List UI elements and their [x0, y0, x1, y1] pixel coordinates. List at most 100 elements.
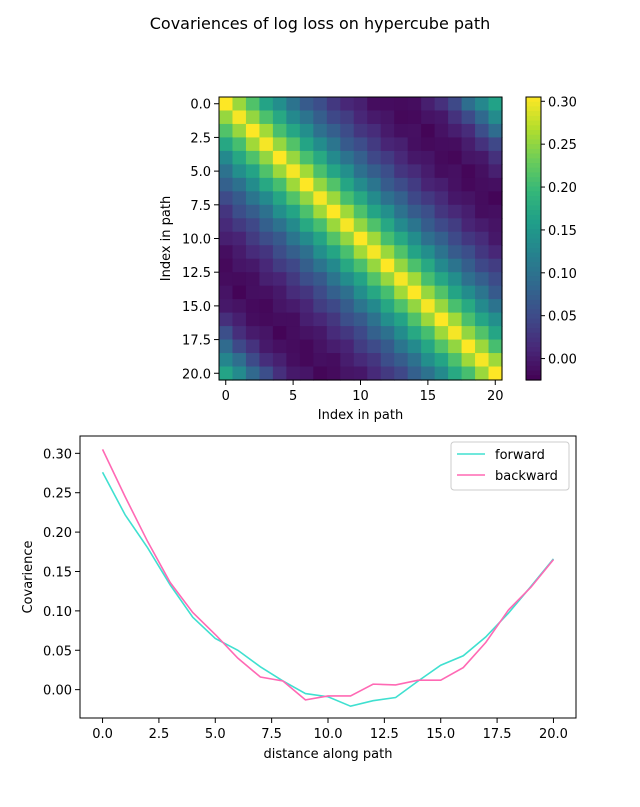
heatmap-cell — [286, 110, 301, 125]
heatmap-cell — [286, 218, 301, 233]
heatmap-cell — [286, 285, 301, 300]
line-x-tick-label: 0.0 — [92, 727, 113, 742]
heatmap-cell — [299, 123, 314, 139]
heatmap-cell — [286, 150, 301, 165]
heatmap-cell — [367, 231, 382, 246]
heatmap-cell — [475, 191, 490, 206]
heatmap-cell — [232, 137, 247, 152]
heatmap-cell — [286, 326, 301, 341]
heatmap-cell — [421, 110, 436, 125]
heatmap-cell — [219, 97, 234, 112]
heatmap-cell — [461, 137, 476, 152]
heatmap-cell — [272, 191, 287, 206]
heatmap-cell — [219, 285, 234, 300]
heatmap-cell — [461, 285, 476, 300]
heatmap-cell — [219, 177, 234, 192]
colorbar-segment — [526, 148, 541, 155]
heatmap-y-tick-label: 20.0 — [182, 367, 211, 382]
heatmap-cell — [232, 191, 247, 206]
heatmap-cell — [259, 299, 274, 314]
heatmap-cell — [286, 177, 301, 192]
line-x-tick-label: 5.0 — [205, 727, 226, 742]
heatmap-cell — [353, 164, 368, 179]
heatmap-y-tick-label: 7.5 — [190, 199, 211, 214]
heatmap-cell — [340, 366, 355, 381]
heatmap-cell — [245, 123, 261, 139]
colorbar-segment — [526, 328, 541, 334]
heatmap-cell — [394, 353, 409, 368]
heatmap-cell — [407, 204, 422, 219]
heatmap-cell — [272, 150, 287, 165]
line-x-tick-label: 12.5 — [370, 727, 399, 742]
heatmap-cell — [272, 285, 287, 300]
heatmap-cell — [219, 245, 234, 260]
heatmap-cell — [286, 299, 301, 314]
heatmap-cell — [245, 272, 261, 287]
colorbar-segment — [526, 130, 541, 136]
heatmap-cell — [219, 191, 234, 206]
line-y-tick-label: 0.30 — [43, 447, 72, 462]
heatmap-cell — [461, 339, 476, 354]
colorbar-segment — [526, 262, 541, 268]
heatmap-cell — [232, 339, 247, 354]
heatmap-cell — [286, 366, 301, 381]
heatmap-cell — [475, 123, 490, 139]
heatmap-cell — [326, 299, 341, 314]
heatmap-cell — [475, 231, 490, 246]
heatmap-cell — [313, 218, 328, 233]
heatmap-cell — [313, 272, 328, 287]
heatmap-cell — [475, 285, 490, 300]
heatmap-cell — [353, 272, 368, 287]
heatmap-cell — [488, 258, 503, 273]
heatmap-cell — [434, 110, 449, 125]
heatmap-cell — [448, 366, 463, 381]
heatmap-cell — [219, 353, 234, 368]
heatmap-cell — [475, 245, 490, 260]
heatmap-cell — [461, 299, 476, 314]
colorbar-segment — [526, 177, 541, 183]
heatmap-cell — [299, 245, 314, 260]
heatmap-cell — [326, 110, 341, 125]
heatmap-cell — [421, 245, 436, 260]
heatmap-cell — [448, 272, 463, 287]
heatmap-cell — [421, 366, 436, 381]
heatmap-cell — [259, 150, 274, 165]
heatmap-cell — [232, 272, 247, 287]
heatmap-cell — [353, 191, 368, 206]
colorbar-segment — [526, 295, 541, 301]
heatmap-y-tick-label: 12.5 — [182, 266, 211, 281]
heatmap-cell — [421, 137, 436, 152]
heatmap-cell — [326, 285, 341, 300]
heatmap-cell — [340, 326, 355, 341]
heatmap-cell — [326, 191, 341, 206]
heatmap-cell — [407, 137, 422, 152]
heatmap-cell — [313, 353, 328, 368]
heatmap-cell — [380, 150, 395, 165]
heatmap-cell — [353, 326, 368, 341]
heatmap-cell — [299, 137, 314, 152]
heatmap-cell — [299, 218, 314, 233]
heatmap-cell — [394, 312, 409, 327]
heatmap-cell — [232, 177, 247, 192]
heatmap-cell — [353, 97, 368, 112]
heatmap-cell — [326, 353, 341, 368]
heatmap-cell — [340, 258, 355, 273]
heatmap-cell — [340, 191, 355, 206]
heatmap-cell — [407, 123, 422, 139]
heatmap-cell — [313, 326, 328, 341]
heatmap-cell — [232, 299, 247, 314]
heatmap-cell — [272, 339, 287, 354]
heatmap-cell — [219, 164, 234, 179]
heatmap-cell — [407, 191, 422, 206]
heatmap-cell — [313, 97, 328, 112]
heatmap-y-tick-label: 10.0 — [182, 233, 211, 248]
heatmap-cell — [259, 312, 274, 327]
heatmap-cell — [326, 218, 341, 233]
heatmap-cell — [272, 231, 287, 246]
colorbar-segment — [526, 313, 541, 320]
heatmap-cell — [259, 231, 274, 246]
heatmap-cell — [421, 177, 436, 192]
heatmap-cell — [448, 204, 463, 219]
heatmap-cell — [367, 218, 382, 233]
heatmap-cell — [232, 231, 247, 246]
